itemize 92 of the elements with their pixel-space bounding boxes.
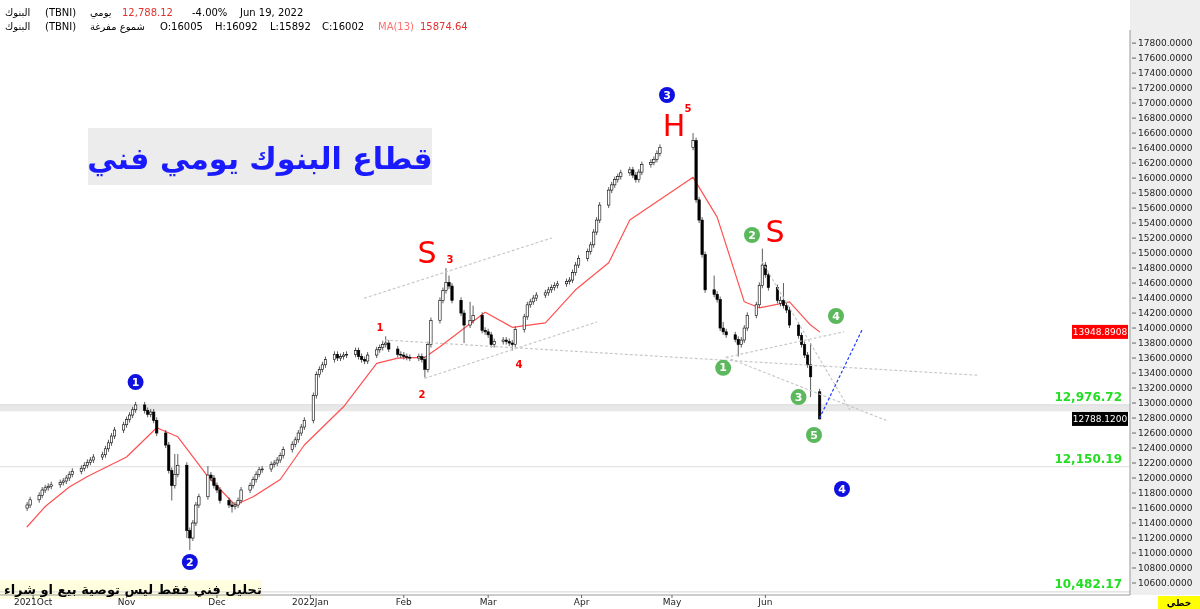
y-tick-label: 16800.0000 [1138,113,1193,124]
annotation: 3 [663,88,671,102]
annotation: (TBNI) [45,20,77,32]
x-tick-label: Feb [395,597,413,607]
y-tick-label: 12800.0000 [1138,413,1193,424]
annotation: MA(13) [378,20,414,32]
annotation: (TBNI) [45,6,77,18]
annotation: 12788.1200 [1072,411,1128,426]
x-tick-label: Mar [479,597,497,607]
annotation: 3 [790,389,807,406]
annotation: 13948.8908 [1072,324,1128,339]
y-tick-label: 12600.0000 [1138,428,1193,439]
y-tick-label: 12400.0000 [1138,443,1193,454]
y-tick-label: 17400.0000 [1138,68,1193,79]
annotation: 1 [715,359,732,376]
y-tick-label: 17800.0000 [1138,38,1193,49]
y-tick-label: 11600.0000 [1138,503,1193,514]
annotation: 15874.64 [420,20,468,32]
y-tick-label: 14800.0000 [1138,263,1193,274]
y-tick-label: 16200.0000 [1138,158,1193,169]
y-tick-label: 11200.0000 [1138,533,1193,544]
y-tick-label: 13400.0000 [1138,368,1193,379]
annotation: 4 [515,358,523,370]
annotation: 2 [181,554,198,570]
y-tick-label: 10800.0000 [1138,563,1193,574]
x-tick-label: Dec [208,597,226,607]
annotation: 1 [719,361,728,375]
annotation: يومي [90,6,112,18]
x-tick-label: 2021Oct [13,597,53,607]
annotation: 2 [186,555,194,569]
annotation: 1 [127,374,144,391]
annotation: S [417,234,437,270]
y-tick-label: 16400.0000 [1138,143,1193,154]
y-tick-label: 15000.0000 [1138,248,1193,259]
annotation: 4 [828,308,844,324]
y-tick-label: 17600.0000 [1138,53,1193,64]
y-tick-label: 14400.0000 [1138,293,1193,304]
y-tick-label: 11800.0000 [1138,488,1193,499]
y-tick-label: 17200.0000 [1138,83,1193,94]
annotation: 3 [659,87,675,103]
annotation: Jun 19, 2022 [240,6,304,18]
y-tick-label: 10600.0000 [1138,578,1193,588]
annotation: 5 [684,102,692,114]
x-tick-label: 2022Jan [291,597,329,607]
y-tick-label: 13200.0000 [1138,383,1193,394]
annotation: شموع مفرغة [90,20,145,32]
annotation: البنوك [5,6,31,18]
annotation: H:16092 [215,20,258,32]
y-tick-label: 14000.0000 [1138,323,1193,334]
annotation: C:16002 [322,20,365,32]
y-tick-label: 13000.0000 [1138,398,1193,409]
annotation: 4 [832,309,841,323]
y-tick-label: 11000.0000 [1138,548,1193,559]
y-tick-label: 13800.0000 [1138,338,1193,349]
x-tick-label: Nov [117,597,137,607]
annotation: البنوك [5,20,31,32]
x-tick-label: Jun [757,597,773,607]
annotation: 4 [834,481,850,497]
annotation: 5 [806,427,822,443]
annotation: 2 [748,228,756,242]
annotation: 4 [838,482,847,496]
annotation: 1 [131,375,140,389]
annotation: S [765,213,785,249]
annotation: 12,788.12 [122,6,173,18]
y-tick-label: 14200.0000 [1138,308,1193,319]
y-tick-label: 15600.0000 [1138,203,1193,214]
y-tick-label: 12200.0000 [1138,458,1193,469]
y-tick-label: 12000.0000 [1138,473,1193,484]
y-tick-label: 15800.0000 [1138,188,1193,199]
annotation: خطي [1166,598,1192,608]
annotation: 3 [794,390,803,404]
annotation: 5 [810,428,818,442]
annotation: O:16005 [160,20,203,32]
annotation: 2 [418,388,426,400]
annotation: 1 [376,321,384,333]
y-tick-label: 16600.0000 [1138,128,1193,139]
y-tick-label: 13600.0000 [1138,353,1193,364]
annotation: H [662,107,686,143]
y-tick-label: 16000.0000 [1138,173,1193,184]
annotation: -4.00% [192,6,228,18]
annotation: 3 [446,253,454,265]
y-tick-label: 17000.0000 [1138,98,1193,109]
title: قطاع البنوك يومي فني [87,140,433,176]
annotation: L:15892 [270,20,311,32]
annotation: تحليل فني فقط ليس توصية بيع او شراء [4,581,262,597]
y-tick-label: 15400.0000 [1138,218,1193,229]
y-tick-label: 14600.0000 [1138,278,1193,289]
y-tick-label: 15200.0000 [1138,233,1193,244]
y-tick-label: 11400.0000 [1138,518,1193,529]
x-tick-label: Apr [573,597,590,607]
annotation: 2 [744,227,760,243]
x-tick-label: May [662,597,682,607]
